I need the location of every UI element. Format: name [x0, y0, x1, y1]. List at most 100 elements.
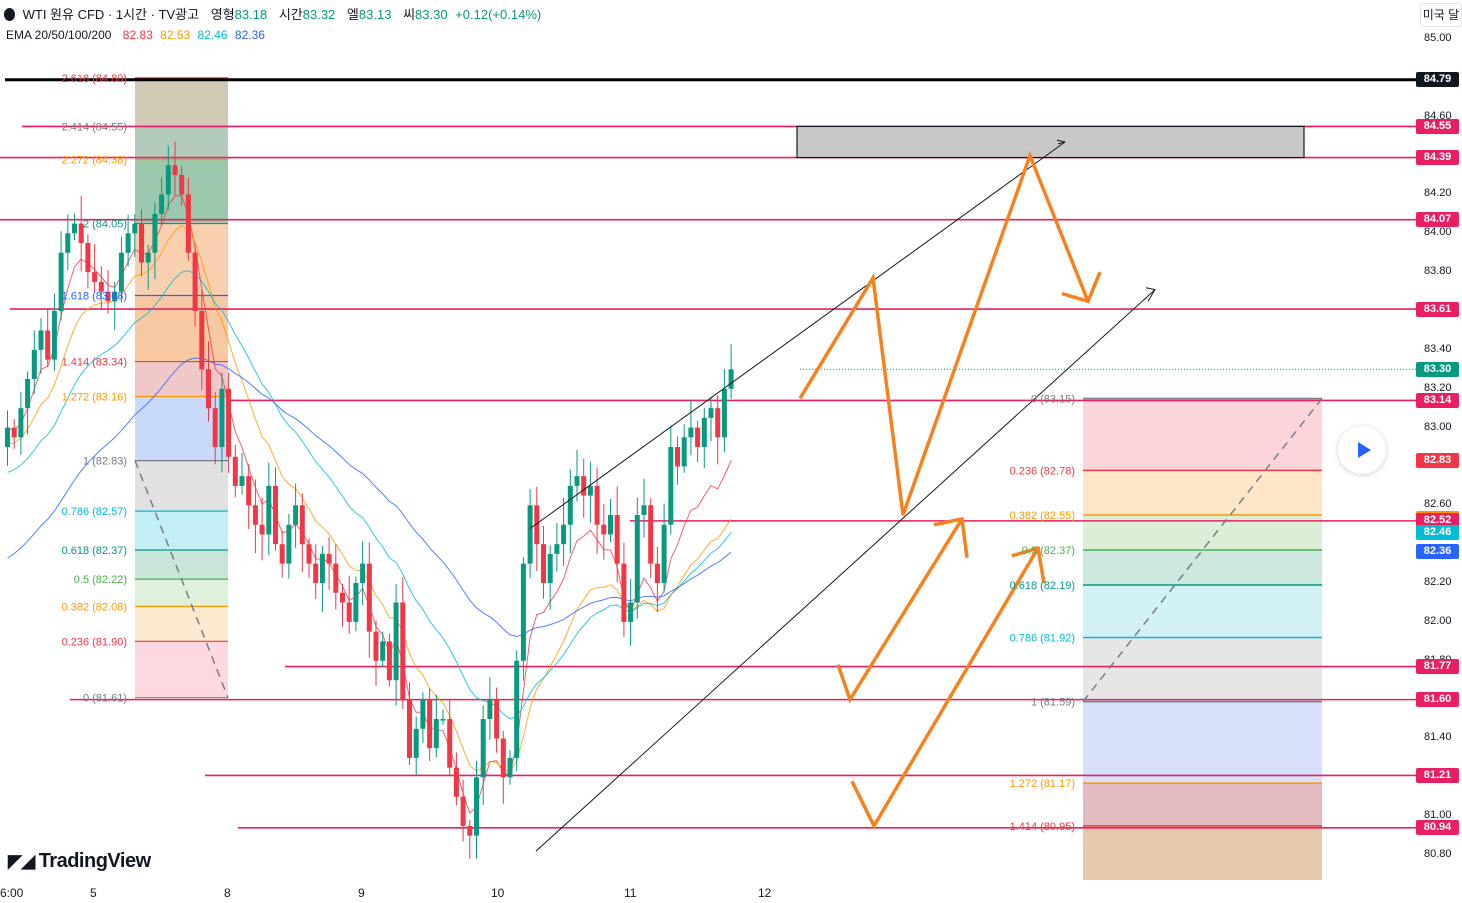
- ema-line-20: [7, 195, 732, 814]
- price-tick: 81.40: [1424, 731, 1452, 744]
- candle-body-62: [420, 699, 426, 729]
- change-value: +0.12(+0.14%): [455, 7, 542, 22]
- fib-left-band-1: [135, 126, 228, 160]
- candle-body-95: [641, 505, 647, 516]
- candle-body-34: [232, 456, 238, 486]
- price-label-82-83: 82.83: [1416, 453, 1459, 469]
- ema-legend[interactable]: EMA 20/50/100/200 82.83 82.53 82.46 82.3…: [6, 28, 265, 42]
- candle-body-20: [139, 223, 144, 263]
- fib-left-label-5: 1.414 (83.34): [62, 357, 127, 369]
- candle-body-102: [688, 427, 694, 438]
- candle-body-78: [527, 505, 533, 564]
- fib-left-label-4: 1.618 (83.68): [62, 290, 127, 302]
- price-tick: 82.20: [1424, 576, 1452, 589]
- scenario-arrow-up-icon-1: [933, 516, 969, 559]
- candle-body-60: [407, 699, 412, 758]
- ema-line-100: [7, 270, 732, 720]
- fib-right-band-3: [1083, 550, 1322, 585]
- candle-body-101: [681, 437, 687, 467]
- fib-left-label-0: 2.618 (84.80): [62, 73, 127, 85]
- candle-body-74: [500, 738, 506, 778]
- candle-body-61: [413, 728, 419, 758]
- price-label-81-77: 81.77: [1416, 659, 1459, 675]
- candle-body-10: [72, 223, 77, 234]
- fib-left-label-13: 0 (81.61): [83, 693, 127, 705]
- candle-body-8: [58, 252, 64, 312]
- channel-lower-arrow-icon: [1145, 287, 1156, 302]
- candle-body-47: [319, 553, 325, 584]
- price-tick: 84.20: [1424, 187, 1452, 200]
- fib-right-label-2: 0.382 (82.55): [1010, 510, 1075, 522]
- candle-body-93: [628, 602, 634, 622]
- brand-name: TradingView: [38, 850, 151, 872]
- candle-body-56: [380, 641, 386, 661]
- fib-left-label-7: 1 (82.83): [83, 456, 127, 468]
- high-value: 83.32: [302, 7, 336, 22]
- candle-body-45: [306, 544, 312, 564]
- candle-body-86: [581, 476, 587, 496]
- fib-left-label-9: 0.618 (82.37): [62, 545, 127, 557]
- time-tick: 12: [758, 886, 772, 900]
- candle-body-49: [333, 563, 339, 593]
- symbol-name[interactable]: WTI 원유 CFD · 1시간 · TV광고: [22, 7, 200, 22]
- fib-right-band-1: [1083, 470, 1322, 516]
- scenario-path-main: [798, 150, 1090, 516]
- candle-body-72: [487, 699, 493, 720]
- fib-right-label-3: 0.5 (82.37): [1022, 545, 1075, 557]
- play-button[interactable]: [1338, 426, 1386, 474]
- candle-body-108: [728, 369, 734, 389]
- channel-upper-line: [529, 141, 1066, 530]
- candle-body-38: [259, 524, 265, 535]
- time-tick: 5: [90, 886, 97, 900]
- candle-body-76: [514, 660, 520, 758]
- fib-left-band-9: [135, 550, 228, 580]
- candle-body-41: [279, 544, 285, 564]
- fib-right-band-7: [1083, 783, 1322, 826]
- time-tick: 9: [358, 886, 365, 900]
- price-label-84-79: 84.79: [1416, 72, 1459, 88]
- fib-right-label-0: 0 (83.15): [1031, 393, 1075, 405]
- price-tick: 83.40: [1424, 342, 1452, 355]
- price-label-84-55: 84.55: [1416, 118, 1459, 134]
- tradingview-mark-icon: ◤◢: [8, 851, 35, 871]
- fib-left-label-10: 0.5 (82.22): [74, 574, 127, 586]
- candle-body-55: [373, 631, 379, 661]
- symbol-header: WTI 원유 CFD · 1시간 · TV광고 영형83.18 시간83.32 …: [4, 4, 541, 23]
- candle-body-23: [159, 194, 165, 214]
- price-tick: 82.00: [1424, 614, 1452, 627]
- candle-body-52: [353, 583, 359, 622]
- candle-body-3: [25, 379, 31, 409]
- candle-body-69: [467, 825, 473, 836]
- price-tick: 82.60: [1424, 498, 1452, 511]
- candle-body-43: [293, 505, 299, 525]
- candle-body-94: [634, 515, 640, 603]
- fib-left-band-11: [135, 606, 228, 642]
- currency-button[interactable]: 미국 달: [1420, 3, 1462, 27]
- ema-100-value: 82.46: [197, 28, 228, 42]
- ema-200-value: 82.36: [234, 28, 265, 42]
- candle-body-25: [172, 165, 178, 176]
- tradingview-logo[interactable]: ◤◢ TradingView: [8, 850, 151, 873]
- candle-body-1: [11, 427, 17, 438]
- high-label: 시간: [278, 7, 303, 22]
- price-label-83-30: 83.30: [1416, 361, 1459, 377]
- price-label-84-07: 84.07: [1416, 212, 1459, 228]
- fib-left-band-0: [135, 77, 228, 127]
- fib-left-label-6: 1.272 (83.16): [62, 392, 127, 404]
- price-tick: 83.20: [1424, 381, 1452, 394]
- candle-body-7: [51, 311, 57, 360]
- candle-body-75: [507, 757, 513, 778]
- ema-20-value: 82.83: [122, 28, 153, 42]
- candle-body-53: [360, 563, 366, 584]
- price-tick: 84.60: [1424, 109, 1452, 122]
- candle-body-17: [118, 252, 124, 292]
- candle-body-63: [427, 699, 433, 749]
- ema-50-value: 82.53: [160, 28, 191, 42]
- candle-body-81: [547, 553, 553, 584]
- price-label-81-60: 81.60: [1416, 692, 1459, 708]
- ema-label: EMA 20/50/100/200: [6, 28, 112, 42]
- price-label-82-52: 82.52: [1416, 513, 1459, 529]
- candle-body-89: [601, 524, 607, 535]
- candle-body-27: [185, 194, 191, 253]
